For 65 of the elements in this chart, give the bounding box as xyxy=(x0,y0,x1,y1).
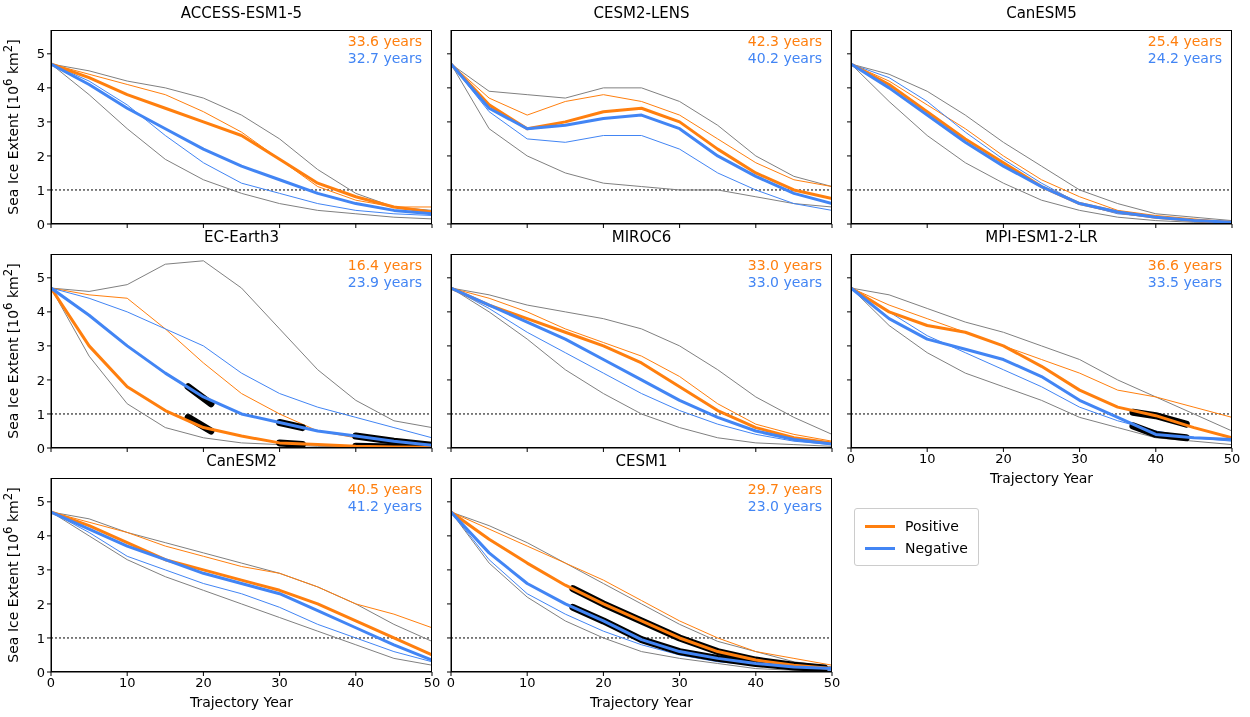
x-axis-title: Trajectory Year xyxy=(188,694,295,710)
annotation: 33.0 years xyxy=(746,274,822,290)
x-tick-label: 20 xyxy=(595,675,612,691)
y-tick-label: 2 xyxy=(36,596,45,612)
x-tick-label: 30 xyxy=(1071,451,1088,467)
x-axis-title: Trajectory Year xyxy=(588,694,695,710)
x-tick-label: 0 xyxy=(846,451,856,467)
x-tick-label: 40 xyxy=(1147,451,1165,467)
chart-title: ACCESS-ESM1-5 xyxy=(179,4,304,22)
chart-title: CanESM5 xyxy=(1005,4,1078,22)
annotation: 33.0 years xyxy=(746,257,822,273)
annotation: 29.7 years xyxy=(746,481,822,497)
y-tick-label: 2 xyxy=(36,372,45,388)
annotation: 42.3 years xyxy=(746,33,822,49)
y-tick-label: 5 xyxy=(36,270,45,286)
x-tick-label: 0 xyxy=(446,675,456,691)
y-tick-label: 1 xyxy=(36,406,45,422)
x-tick-label: 50 xyxy=(1223,451,1241,467)
x-tick-label: 10 xyxy=(518,675,536,691)
annotation: 25.4 years xyxy=(1146,33,1222,49)
chart-title: CanESM2 xyxy=(205,452,278,470)
y-tick-label: 5 xyxy=(36,494,45,510)
x-tick-label: 20 xyxy=(995,451,1012,467)
chart-title: MPI-ESM1-2-LR xyxy=(984,228,1099,246)
annotation: 36.6 years xyxy=(1146,257,1222,273)
x-tick-label: 10 xyxy=(118,675,136,691)
annotation: 40.5 years xyxy=(346,481,422,497)
annotation: 23.9 years xyxy=(346,274,422,290)
x-tick-label: 40 xyxy=(747,675,765,691)
annotation: 40.2 years xyxy=(746,50,822,66)
chart-title: MIROC6 xyxy=(610,228,673,246)
y-tick-label: 1 xyxy=(36,630,45,646)
annotation: 33.6 years xyxy=(346,33,422,49)
x-tick-label: 20 xyxy=(195,675,212,691)
x-tick-label: 40 xyxy=(347,675,365,691)
chart-title: EC-Earth3 xyxy=(202,228,281,246)
annotation: 33.5 years xyxy=(1146,274,1222,290)
y-tick-label: 4 xyxy=(36,528,45,544)
x-axis-title: Trajectory Year xyxy=(988,470,1095,486)
annotation: 16.4 years xyxy=(346,257,422,273)
x-tick-label: 10 xyxy=(918,451,936,467)
y-tick-label: 4 xyxy=(36,80,45,96)
annotation: 24.2 years xyxy=(1146,50,1222,66)
annotation: 32.7 years xyxy=(346,50,422,66)
y-tick-label: 3 xyxy=(36,338,45,354)
x-tick-label: 50 xyxy=(423,675,441,691)
y-tick-label: 0 xyxy=(36,664,45,680)
y-tick-label: 1 xyxy=(36,182,45,198)
y-tick-label: 2 xyxy=(36,148,45,164)
y-tick-label: 0 xyxy=(36,216,45,232)
legend-label: Positive xyxy=(905,518,959,534)
y-tick-label: 3 xyxy=(36,562,45,578)
legend-label: Negative xyxy=(905,540,968,556)
x-tick-label: 30 xyxy=(271,675,288,691)
x-tick-label: 50 xyxy=(823,675,841,691)
y-tick-label: 4 xyxy=(36,304,45,320)
y-tick-label: 0 xyxy=(36,440,45,456)
annotation: 41.2 years xyxy=(346,498,422,514)
y-tick-label: 5 xyxy=(36,46,45,62)
y-tick-label: 3 xyxy=(36,114,45,130)
annotation: 23.0 years xyxy=(746,498,822,514)
x-tick-label: 30 xyxy=(671,675,688,691)
x-tick-label: 0 xyxy=(46,675,56,691)
chart-title: CESM2-LENS xyxy=(592,4,691,22)
chart-title: CESM1 xyxy=(614,452,669,470)
